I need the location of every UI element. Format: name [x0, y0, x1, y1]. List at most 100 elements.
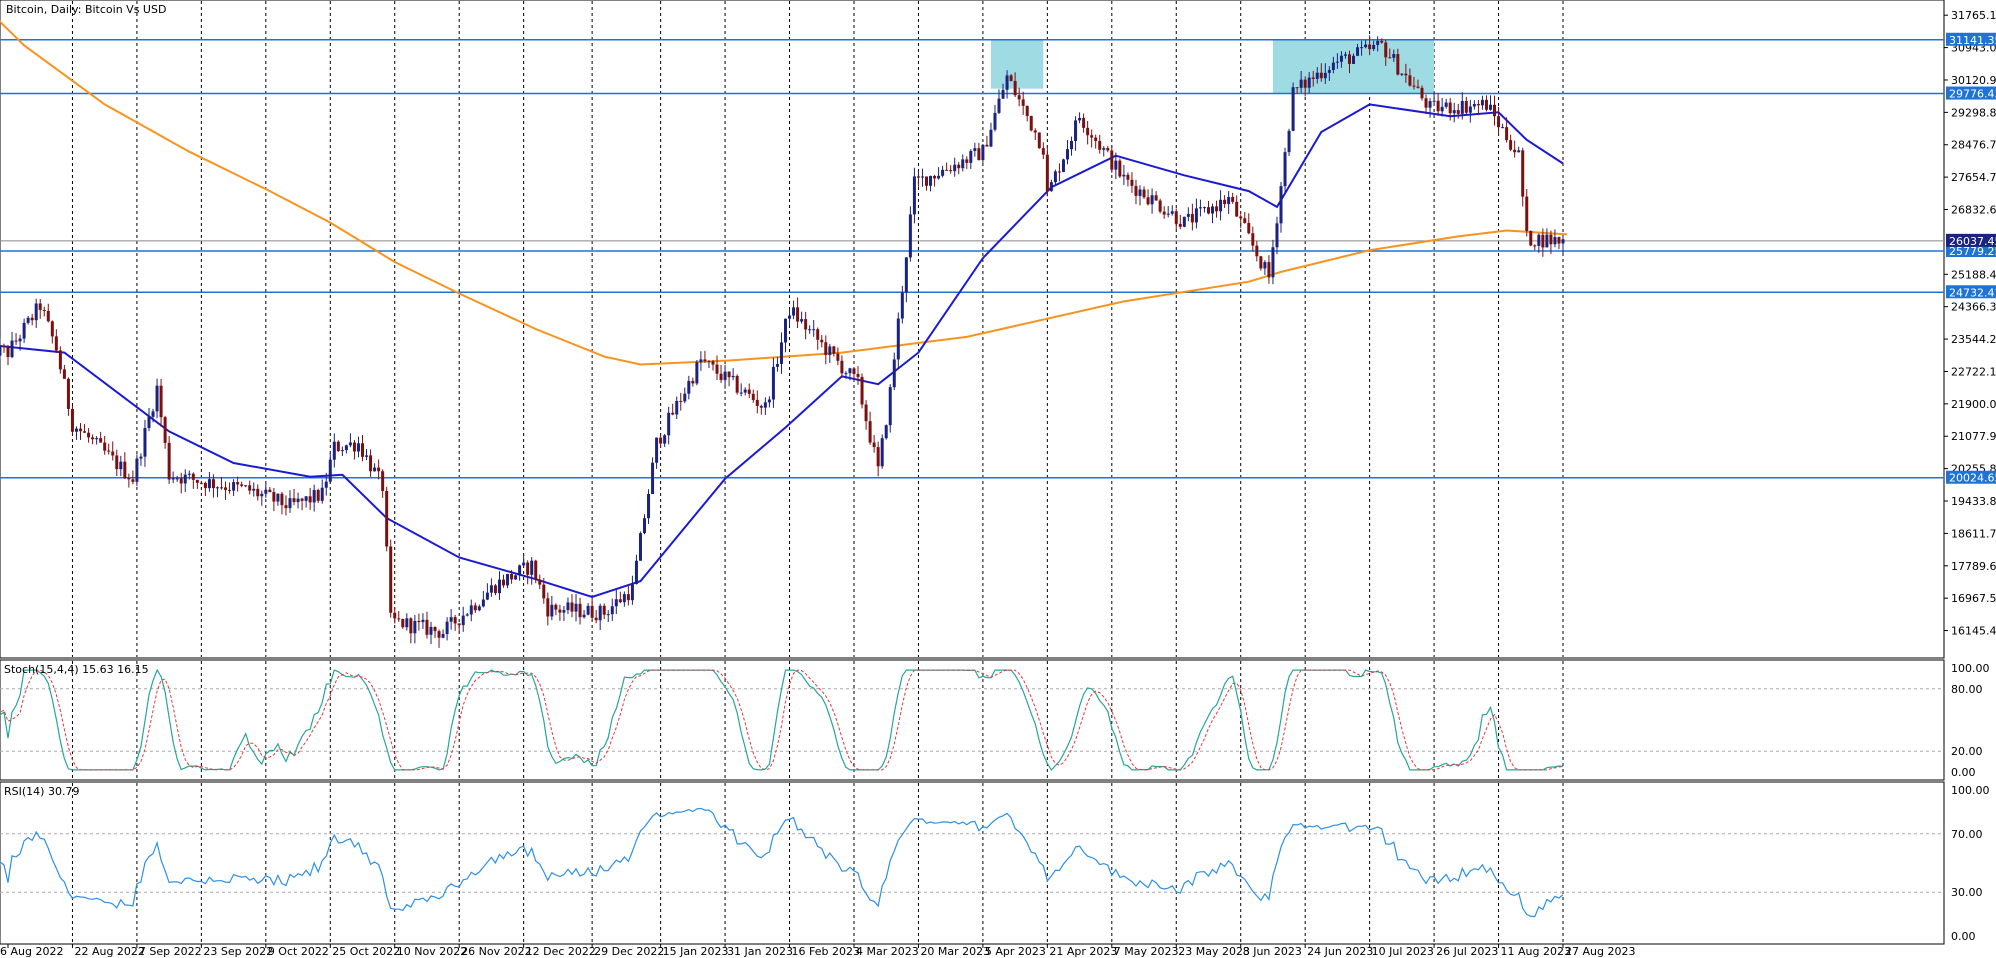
candle-body — [1404, 73, 1408, 76]
candle-body — [409, 618, 413, 634]
candle-body — [800, 319, 804, 322]
candle-body — [457, 623, 461, 626]
candle-body — [1533, 245, 1537, 247]
x-tick-label: 27 Aug 2023 — [1565, 945, 1635, 958]
candle-body — [1259, 256, 1263, 269]
candle-body — [1065, 149, 1069, 160]
candle-body — [675, 401, 679, 415]
candle-body — [256, 488, 260, 497]
candle-body — [220, 487, 224, 489]
candle-body — [1009, 75, 1013, 81]
candle-body — [244, 485, 248, 487]
candle-body — [361, 443, 365, 457]
x-tick-label: 7 May 2023 — [1114, 945, 1179, 958]
candle-body — [1372, 44, 1376, 50]
candle-body — [1553, 237, 1557, 245]
candle-body — [211, 479, 215, 489]
level-label: 25779.25 — [1949, 245, 1996, 258]
candle-body — [1227, 197, 1231, 205]
candle-body — [107, 450, 111, 452]
candle-body — [1239, 216, 1243, 219]
rsi-label: RSI(14) 30.79 — [4, 785, 79, 798]
candle-body — [1078, 117, 1082, 121]
x-tick-label: 16 Feb 2023 — [792, 945, 860, 958]
candle-body — [0, 345, 2, 356]
candle-body — [95, 438, 99, 440]
candle-body — [1211, 206, 1215, 214]
candle-body — [606, 614, 610, 616]
candle-body — [74, 428, 78, 432]
rsi-axis: 100.00 70.00 30.00 0.00 — [1951, 784, 1990, 943]
candle-body — [981, 144, 985, 161]
candle-body — [1428, 101, 1432, 108]
candle-body — [973, 148, 977, 151]
candle-body — [272, 492, 276, 502]
candle-body — [856, 373, 860, 377]
candle-body — [1041, 148, 1045, 155]
candle-body — [1541, 234, 1545, 248]
candlesticks — [0, 35, 1565, 648]
candle-body — [759, 405, 763, 408]
candle-body — [896, 318, 900, 360]
candle-body — [779, 342, 783, 364]
candle-body — [1082, 117, 1086, 128]
candle-body — [961, 159, 965, 169]
candle-body — [832, 346, 836, 354]
candle-body — [751, 393, 755, 400]
resistance-zone — [990, 39, 1044, 89]
candle-body — [240, 484, 244, 486]
candle-body — [1198, 207, 1202, 209]
candle-body — [1335, 61, 1339, 63]
candle-body — [1166, 213, 1170, 215]
x-tick-label: 22 Aug 2022 — [74, 945, 144, 958]
x-tick-label: 23 Sep 2022 — [203, 945, 273, 958]
candle-body — [663, 435, 667, 444]
candle-body — [1194, 208, 1198, 223]
candle-body — [356, 443, 360, 452]
x-tick-label: 12 Dec 2022 — [526, 945, 596, 958]
candle-body — [602, 605, 606, 615]
candle-body — [1086, 127, 1090, 136]
candle-body — [1476, 103, 1480, 106]
candle-body — [1235, 201, 1239, 217]
candle-body — [1045, 154, 1049, 192]
y-tick-label: 24366.34 — [1951, 301, 1996, 314]
candle-body — [1291, 87, 1295, 131]
candle-body — [812, 329, 816, 331]
candle-body — [1545, 234, 1549, 248]
rsi-tick-label: 0.00 — [1951, 930, 1976, 943]
candle-body — [304, 496, 308, 501]
candle-body — [1154, 195, 1158, 201]
candle-body — [429, 626, 433, 635]
candle-body — [70, 408, 74, 432]
candle-body — [574, 603, 578, 612]
candle-body — [264, 489, 268, 494]
candle-body — [336, 441, 340, 452]
candle-body — [46, 310, 50, 322]
candle-body — [530, 560, 534, 575]
candle-body — [634, 560, 638, 585]
level-tag — [1946, 470, 1996, 484]
candle-body — [83, 431, 87, 433]
candle-body — [920, 176, 924, 178]
candle-body — [79, 428, 83, 432]
candle-body — [1162, 211, 1166, 215]
candle-body — [1501, 127, 1505, 129]
candle-body — [1412, 85, 1416, 87]
candle-body — [320, 487, 324, 501]
x-tick-label: 7 Sep 2022 — [139, 945, 202, 958]
candle-body — [638, 533, 642, 561]
candle-body — [840, 360, 844, 374]
candle-body — [804, 319, 808, 330]
candle-body — [1001, 89, 1005, 99]
level-labels: 31141.35 29776.43 25779.25 24732.41 20024.65… — [1946, 32, 1996, 485]
candle-body — [377, 467, 381, 472]
candle-body — [526, 562, 530, 575]
candle-body — [1053, 171, 1057, 183]
level-label: 24732.41 — [1949, 286, 1996, 299]
candle-body — [506, 573, 510, 586]
candle-body — [562, 610, 566, 613]
candle-body — [739, 392, 743, 394]
candle-body — [1255, 245, 1259, 257]
